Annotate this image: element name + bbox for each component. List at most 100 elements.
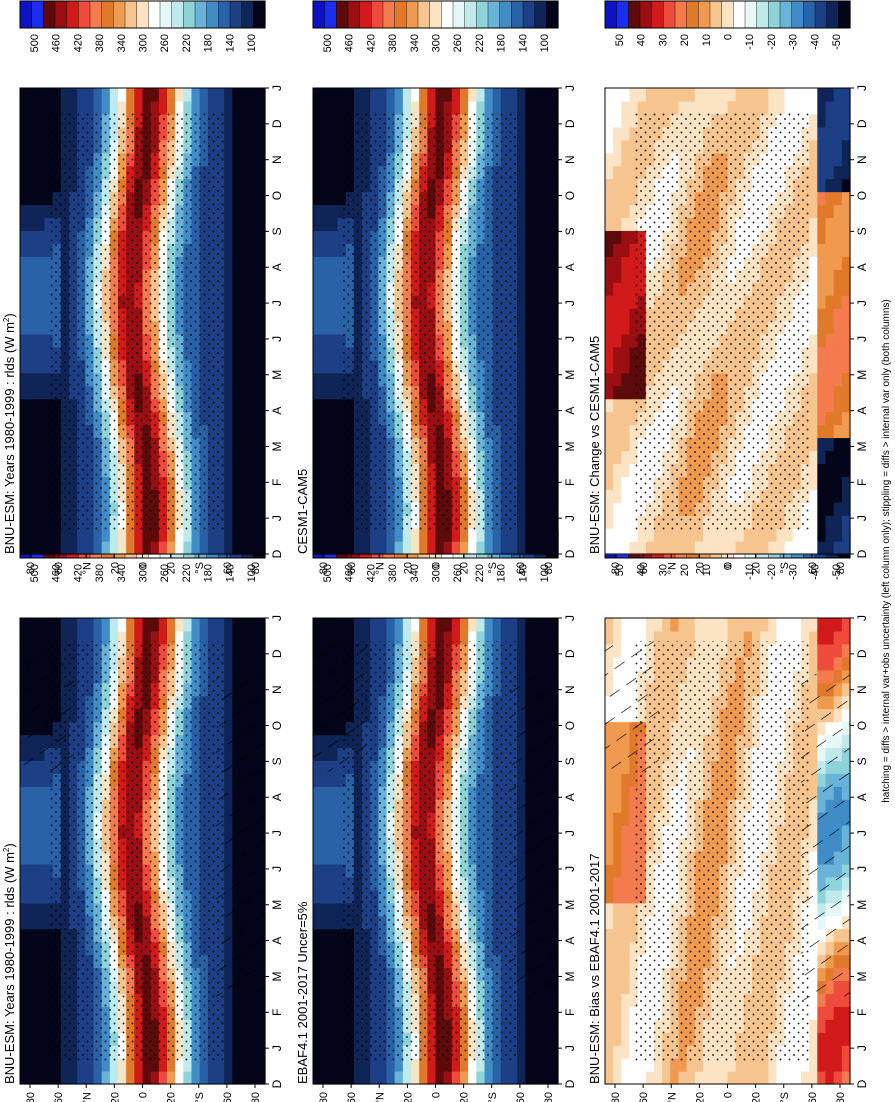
heatmap-cell: [329, 1019, 339, 1033]
heatmap-cell: [727, 1058, 737, 1072]
colorbar-tick-label: -40: [809, 564, 821, 580]
heatmap-cell: [224, 489, 233, 503]
heatmap-cell: [525, 630, 535, 645]
heatmap-cell: [549, 515, 559, 529]
heatmap-cell: [240, 165, 250, 180]
heatmap-cell: [28, 786, 37, 800]
heatmap-cell: [443, 618, 453, 632]
heatmap-cell: [28, 204, 37, 219]
heatmap-cell: [216, 630, 225, 645]
month-tick-label: F: [563, 1009, 577, 1016]
heatmap-cell: [321, 398, 330, 413]
heatmap-cell: [248, 282, 258, 296]
heatmap-cell: [191, 100, 201, 115]
heatmap-cell: [621, 1071, 631, 1085]
heatmap-cell: [541, 1058, 551, 1072]
heatmap-cell: [36, 812, 46, 826]
month-tick-label: J: [855, 615, 869, 621]
heatmap-cell: [549, 630, 559, 645]
colorbar-tick-label: 220: [181, 564, 193, 582]
heatmap-cell: [248, 450, 258, 464]
colorbar-tick-label: 140: [224, 34, 236, 52]
heatmap-cell: [85, 1058, 95, 1072]
heatmap-cell: [224, 1006, 233, 1020]
heatmap-cell: [613, 799, 622, 813]
heatmap-cell: [321, 863, 330, 878]
heatmap-cell: [216, 528, 225, 542]
heatmap-cell: [613, 993, 622, 1007]
heatmap-cell: [678, 1071, 688, 1085]
heatmap-cell: [28, 359, 37, 374]
heatmap-cell: [77, 100, 86, 115]
heatmap-cell: [621, 967, 631, 982]
heatmap-cell: [36, 139, 46, 154]
heatmap-cell: [337, 385, 347, 400]
heatmap-cell: [509, 630, 518, 645]
heatmap-cell: [28, 1071, 37, 1085]
heatmap-cell: [809, 1032, 818, 1046]
heatmap-cell: [605, 915, 614, 930]
heatmap-cell: [28, 346, 37, 361]
colorbar-swatch: [241, 0, 254, 29]
heatmap-cell: [321, 825, 330, 839]
heatmap-cell: [232, 321, 242, 335]
heatmap-cell: [28, 489, 37, 503]
heatmap-cell: [629, 915, 639, 930]
heatmap-cell: [232, 463, 242, 477]
heatmap-cell: [817, 630, 827, 645]
lat-tick-label: °N: [374, 1092, 386, 1102]
heatmap-cell: [525, 1006, 535, 1020]
heatmap-cell: [621, 915, 631, 930]
heatmap-cell: [533, 643, 543, 658]
heatmap-cell: [549, 1019, 559, 1033]
heatmap-cell: [362, 541, 371, 555]
colorbar-tick-label: 380: [387, 564, 399, 582]
heatmap-cell: [142, 528, 152, 542]
heatmap-cell: [760, 618, 769, 632]
month-tick-label: M: [855, 900, 869, 910]
heatmap-cell: [36, 476, 46, 490]
heatmap-cell: [801, 630, 810, 645]
colorbar-tick-label: 100: [246, 564, 258, 582]
heatmap-cell: [329, 941, 339, 956]
heatmap-cell: [28, 411, 37, 426]
heatmap-cell: [224, 178, 233, 193]
heatmap-cell: [36, 463, 46, 477]
heatmap-cell: [605, 630, 614, 645]
heatmap-cell: [240, 230, 250, 244]
heatmap-cell: [20, 450, 29, 464]
heatmap-cell: [248, 463, 258, 477]
heatmap-cell: [337, 476, 347, 490]
heatmap-cell: [825, 656, 835, 671]
heatmap-cell: [36, 204, 46, 219]
heatmap-cell: [36, 980, 46, 994]
heatmap-cell: [224, 346, 233, 361]
heatmap-cell: [216, 1058, 225, 1072]
heatmap-cell: [517, 618, 526, 632]
heatmap-cell: [549, 476, 559, 490]
heatmap-cell: [605, 1006, 614, 1020]
heatmap-cell: [427, 618, 437, 632]
heatmap-cell: [36, 269, 46, 283]
heatmap-cell: [85, 100, 95, 115]
heatmap-cell: [613, 786, 622, 800]
heatmap-cell: [207, 88, 217, 102]
heatmap-cell: [533, 398, 543, 413]
heatmap-cell: [670, 1071, 680, 1085]
heatmap-cell: [20, 541, 29, 555]
heatmap-cell: [109, 1071, 119, 1085]
heatmap-cell: [232, 630, 242, 645]
heatmap-cell: [183, 528, 193, 542]
colorbar-swatch: [19, 0, 33, 29]
heatmap-cell: [541, 993, 551, 1007]
heatmap-cell: [637, 630, 647, 645]
heatmap-cell: [248, 126, 258, 141]
heatmap-cell: [752, 1071, 761, 1085]
heatmap-cell: [621, 786, 631, 800]
heatmap-cell: [517, 1006, 526, 1020]
heatmap-cell: [256, 359, 266, 374]
heatmap-cell: [613, 1058, 622, 1072]
heatmap-cell: [20, 502, 29, 516]
heatmap-cell: [451, 1071, 461, 1085]
heatmap-cell: [36, 915, 46, 930]
